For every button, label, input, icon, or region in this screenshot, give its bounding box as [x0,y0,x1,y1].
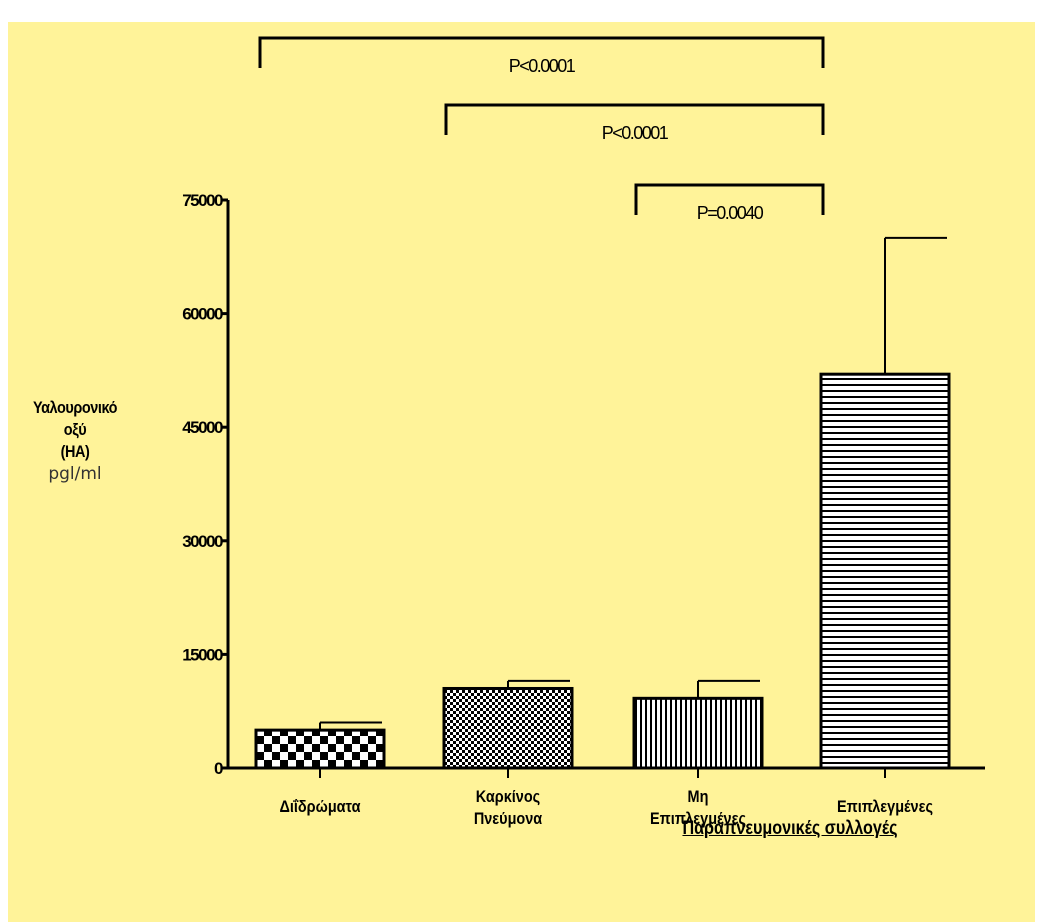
bar [254,728,386,770]
y-tick-label: 60000 [182,305,223,324]
x-category-label-line: Μη [687,787,709,806]
y-tick-label: 75000 [182,191,223,210]
significance-bracket [258,36,825,68]
bar [632,696,764,770]
p-value-label: P=0.0040 [697,203,764,223]
x-category-label-line: Διΐδρώματα [279,797,361,816]
x-category-label: Επιπλεγμένες [813,796,958,818]
x-category-label: Μη Επιπλεγμένες [626,786,771,830]
y-tick-label: 0 [214,759,223,778]
x-category-label-line: Επιπλεγμένες [837,797,933,816]
y-tick-label: 15000 [182,645,223,664]
y-tick-label: 30000 [182,532,223,551]
y-axis-unit: pgl/ml [48,464,102,484]
y-axis-label-line: (HA) [60,442,90,461]
x-category-label-line: Πνεύμονα [473,809,543,828]
y-axis-label-line: Υαλουρονικό [32,398,118,417]
p-value-label: P<0.0001 [602,123,669,143]
group-label: Παραπνευμονικές συλλογές [682,818,898,839]
significance-bracket [634,183,825,215]
x-category-label: Καρκίνος Πνεύμονα [436,786,581,830]
significance-bracket [444,103,825,135]
x-category-label: Διΐδρώματα [248,796,393,818]
y-axis-label-line: οξύ [63,420,87,439]
y-tick-label: 45000 [182,418,223,437]
bar [819,372,951,770]
x-category-label-line: Καρκίνος [475,787,541,806]
x-category-label-line: Επιπλεγμένες [650,809,746,828]
p-value-label: P<0.0001 [509,56,576,76]
bar [442,686,574,770]
